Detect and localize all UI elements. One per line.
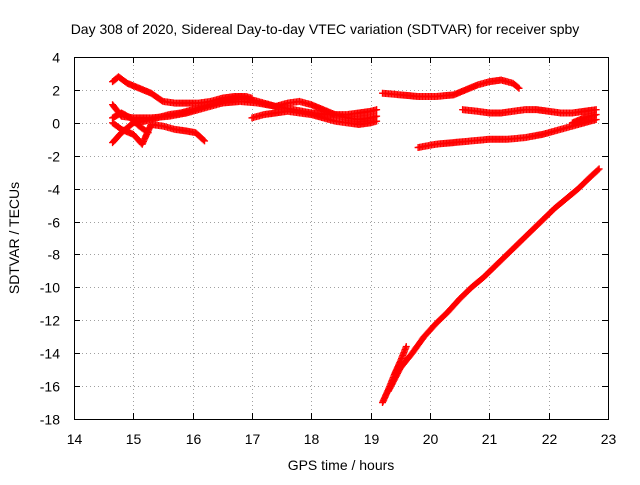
- data-point: [595, 165, 603, 173]
- series-arc-12: [384, 165, 603, 395]
- data-point: [144, 129, 152, 137]
- y-tick-label: -18: [40, 412, 60, 428]
- data-point: [515, 84, 523, 92]
- data-point: [143, 128, 151, 136]
- series-arc-5: [109, 109, 152, 137]
- y-tick-label: -6: [48, 215, 61, 231]
- x-tick-label: 19: [364, 431, 380, 447]
- x-axis-title: GPS time / hours: [288, 457, 395, 473]
- y-tick-label: -10: [40, 280, 60, 296]
- plot-frame: [74, 57, 609, 420]
- x-tick-label: 14: [67, 431, 83, 447]
- series-arc-7: [379, 76, 523, 100]
- data-point: [199, 136, 207, 144]
- y-tick-label: -4: [48, 182, 61, 198]
- chart-title: Day 308 of 2020, Sidereal Day-to-day VTE…: [71, 21, 580, 37]
- series-arc-9: [414, 116, 600, 151]
- data-point: [373, 106, 381, 114]
- data-point: [373, 117, 381, 125]
- data-point: [514, 83, 522, 91]
- y-tick-label: -12: [40, 313, 60, 329]
- series-arc-8: [459, 106, 600, 117]
- x-tick-label: 21: [482, 431, 498, 447]
- x-tick-label: 15: [126, 431, 142, 447]
- data-point: [201, 137, 209, 145]
- x-tick-label: 17: [245, 431, 261, 447]
- y-tick-label: 4: [52, 50, 60, 66]
- y-tick-label: -2: [48, 149, 61, 165]
- x-tick-label: 23: [601, 431, 617, 447]
- data-point: [402, 343, 410, 351]
- axis-ticks: 14 15 16 17 18 19 20 21 22 23-18-16-14-12-10-8-6-…: [40, 50, 617, 448]
- x-tick-label: 22: [542, 431, 558, 447]
- y-tick-label: 2: [52, 83, 60, 99]
- series-arc-3: [109, 92, 381, 147]
- y-tick-label: 0: [52, 116, 60, 132]
- y-tick-label: -8: [48, 247, 61, 263]
- series-arc-10: [568, 111, 600, 127]
- x-tick-label: 16: [186, 431, 202, 447]
- y-axis-title: SDTVAR / TECUs: [6, 182, 22, 294]
- data-point: [592, 111, 600, 119]
- series-arc-6: [248, 107, 381, 128]
- series-arc-4: [109, 119, 209, 148]
- x-tick-label: 18: [304, 431, 320, 447]
- data-points: [109, 73, 603, 407]
- y-tick-label: -16: [40, 379, 60, 395]
- data-point: [594, 166, 602, 174]
- x-tick-label: 20: [423, 431, 439, 447]
- y-tick-label: -14: [40, 346, 60, 362]
